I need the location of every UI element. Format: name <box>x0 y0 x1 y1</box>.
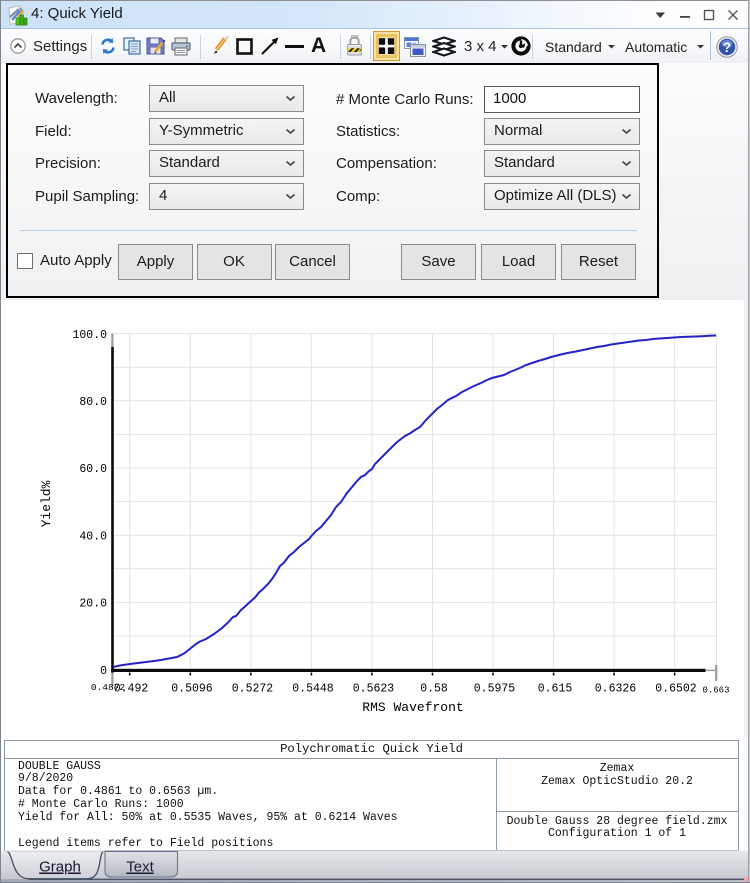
svg-text:60.0: 60.0 <box>79 463 107 476</box>
svg-text:0.5975: 0.5975 <box>474 683 516 696</box>
svg-text:20.0: 20.0 <box>79 598 107 611</box>
svg-text:Text: Text <box>126 859 154 876</box>
svg-text:0.5448: 0.5448 <box>292 683 334 696</box>
svg-text:0.5096: 0.5096 <box>171 683 213 696</box>
svg-text:0.5272: 0.5272 <box>232 683 274 696</box>
svg-text:Graph: Graph <box>39 859 81 876</box>
svg-text:0.6326: 0.6326 <box>595 683 637 696</box>
svg-text:0.5623: 0.5623 <box>353 683 395 696</box>
svg-text:0.4872: 0.4872 <box>91 682 126 693</box>
svg-text:Yield%: Yield% <box>39 480 54 527</box>
svg-text:?: ? <box>723 40 731 55</box>
svg-text:100.0: 100.0 <box>72 329 107 342</box>
svg-text:0.663: 0.663 <box>702 686 729 696</box>
svg-text:80.0: 80.0 <box>79 396 107 409</box>
svg-text:0.58: 0.58 <box>420 683 448 696</box>
svg-text:40.0: 40.0 <box>79 530 107 543</box>
svg-text:0.615: 0.615 <box>538 683 573 696</box>
svg-text:0: 0 <box>100 665 107 678</box>
svg-text:0.6502: 0.6502 <box>655 683 697 696</box>
svg-text:RMS Wavefront: RMS Wavefront <box>362 700 463 715</box>
svg-text:0.492: 0.492 <box>114 683 149 696</box>
